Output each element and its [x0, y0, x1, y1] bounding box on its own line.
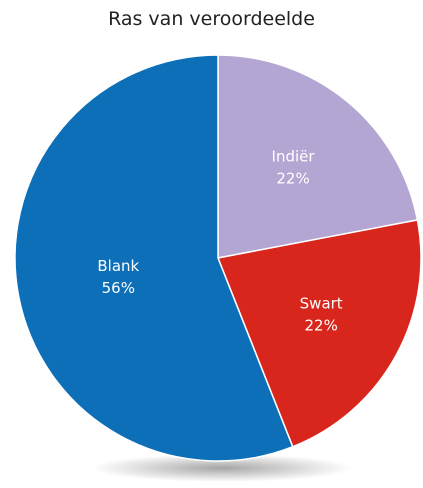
slice-label: Indiër	[272, 147, 316, 165]
chart-title: Ras van veroordeelde	[108, 8, 315, 30]
pie-slice-swart	[216, 219, 422, 448]
pie-slice-blank	[14, 54, 294, 462]
slice-label: Blank	[97, 257, 139, 275]
slice-value-label: 22%	[276, 169, 309, 187]
pie-slices	[14, 54, 422, 462]
slice-label: Swart	[300, 295, 343, 313]
slice-value-label: 56%	[102, 279, 135, 297]
pie-labels: Indiër 22% Swart 22% Blank 56%	[97, 147, 342, 334]
slice-value-label: 22%	[305, 317, 338, 335]
pie-slice-indi-r	[217, 54, 419, 259]
pie-shadow	[92, 454, 352, 482]
